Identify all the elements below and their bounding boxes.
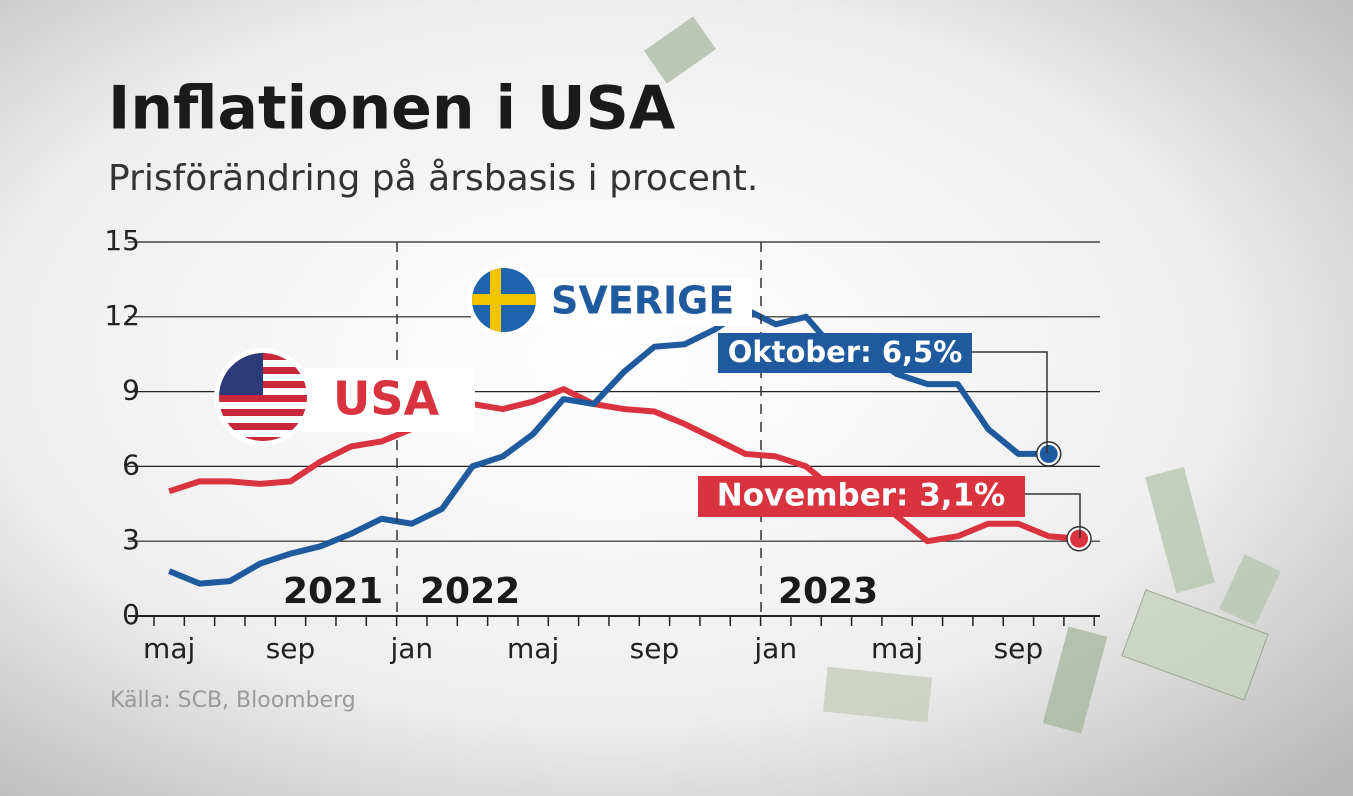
source: Källa: SCB, Bloomberg [110, 688, 356, 713]
x-tick-label: jan [389, 632, 433, 665]
legend-box [300, 368, 475, 432]
usa-flag [214, 348, 312, 446]
year-label: 2021 [283, 571, 383, 612]
callout: November: 3,1% [717, 478, 1005, 514]
legend-box [530, 278, 752, 326]
y-tick-label: 12 [104, 299, 140, 332]
end-point [1039, 444, 1058, 463]
y-tick-label: 6 [122, 448, 140, 481]
chart-title: Inflationen i USA [108, 74, 676, 144]
y-tick-label: 15 [104, 224, 140, 257]
x-tick-label: maj [507, 632, 559, 665]
year-label: 2023 [778, 571, 878, 612]
legend-label: SVERIGE [551, 279, 734, 323]
plot-area: 0 3 6 9 12 15 maj sep jan maj sep jan maj sep [104, 224, 1100, 665]
callout-box [698, 476, 1025, 517]
callout-box [718, 333, 972, 373]
x-tick-label: sep [630, 632, 680, 665]
x-tick-label: sep [994, 632, 1044, 665]
x-tick-label: maj [143, 632, 195, 665]
y-tick-label: 3 [122, 523, 140, 556]
y-tick-label: 9 [122, 374, 140, 407]
money-decoration [643, 16, 1281, 734]
x-tick-label: maj [871, 632, 923, 665]
series-line [168, 386, 1080, 545]
legend-label: USA [333, 372, 439, 426]
chart-subtitle: Prisförändring på årsbasis i procent. [108, 158, 758, 199]
x-tick-label: jan [753, 632, 797, 665]
leader-line [1025, 493, 1081, 538]
end-point [1070, 529, 1089, 548]
y-tick-label: 0 [122, 598, 140, 631]
sweden-flag [467, 263, 541, 337]
series-line [168, 306, 1049, 587]
year-label: 2022 [420, 571, 520, 612]
labels: 2021 2022 2023 USA SVERIGE [214, 242, 1081, 616]
leader-line [972, 351, 1048, 453]
callout: Oktober: 6,5% [728, 335, 963, 369]
x-tick-label: sep [266, 632, 316, 665]
